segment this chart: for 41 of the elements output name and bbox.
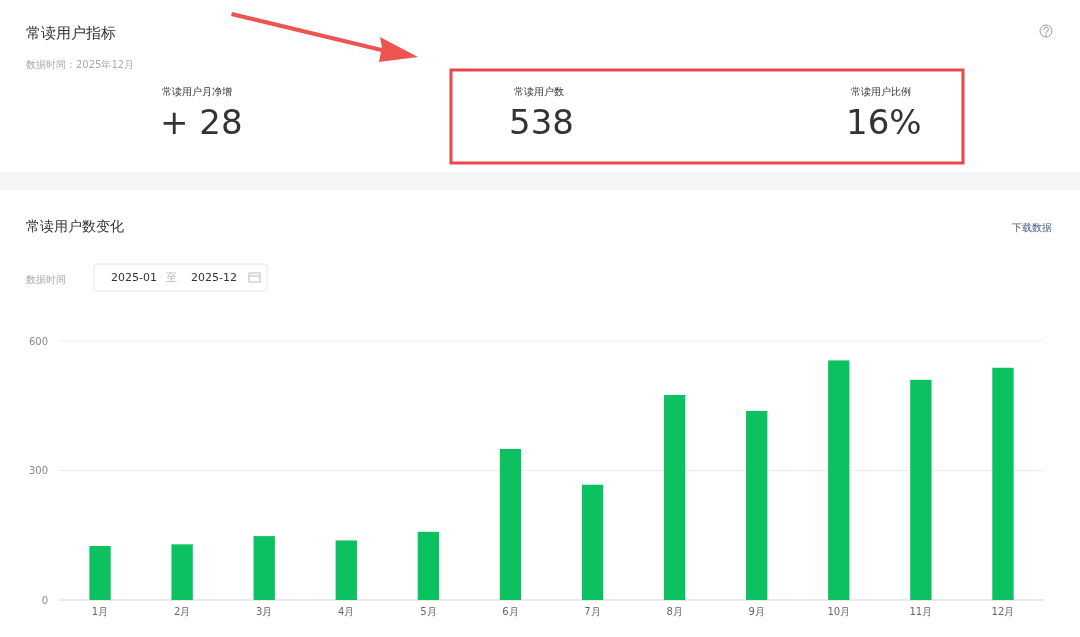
- x-tick-label: 10月: [827, 606, 851, 617]
- x-tick-label: 12月: [991, 606, 1015, 617]
- text: + 28: [160, 102, 243, 142]
- x-tick-label: 9月: [748, 606, 765, 617]
- chart-title: 常读用户数变化: [26, 218, 124, 234]
- text: 常读用户月净增: [162, 86, 232, 97]
- x-tick-label: 1月: [91, 606, 109, 617]
- text: 常读用户比例: [851, 86, 911, 97]
- bar: [581, 484, 604, 600]
- x-tick-label: 11月: [909, 606, 933, 617]
- bar: [335, 540, 357, 600]
- bar: [253, 536, 275, 600]
- x-tick-label: 3月: [256, 606, 273, 617]
- text: 16%: [846, 102, 922, 142]
- x-tick-label: 4月: [338, 606, 355, 617]
- x-tick-label: 7月: [584, 606, 601, 617]
- text: 常读用户数: [514, 86, 564, 97]
- x-tick-label: 2月: [173, 606, 191, 617]
- x-tick-label: 6月: [502, 606, 519, 617]
- text: 数据时间：2025年12月: [26, 59, 135, 70]
- y-tick-label: 600: [28, 335, 48, 347]
- text: 538: [509, 102, 574, 142]
- bar: [910, 379, 932, 600]
- x-tick-label: 8月: [666, 606, 683, 617]
- bar: [417, 531, 440, 600]
- bar: [828, 360, 850, 600]
- bar: [499, 448, 522, 600]
- text: 至: [166, 271, 177, 284]
- bar: [992, 367, 1014, 600]
- text: 2025-12: [191, 271, 237, 284]
- text: 常读用户指标: [26, 24, 116, 42]
- bar: [746, 410, 768, 600]
- y-tick-label: 300: [28, 465, 48, 476]
- text: 2025-01: [111, 271, 157, 284]
- text: 下载数据: [1012, 222, 1052, 233]
- bar: [89, 546, 111, 600]
- bar: [663, 394, 686, 600]
- x-tick-label: 5月: [420, 606, 437, 617]
- bar: [171, 544, 193, 600]
- text: 数据时间: [26, 274, 66, 285]
- y-tick-label: 0: [41, 594, 48, 606]
